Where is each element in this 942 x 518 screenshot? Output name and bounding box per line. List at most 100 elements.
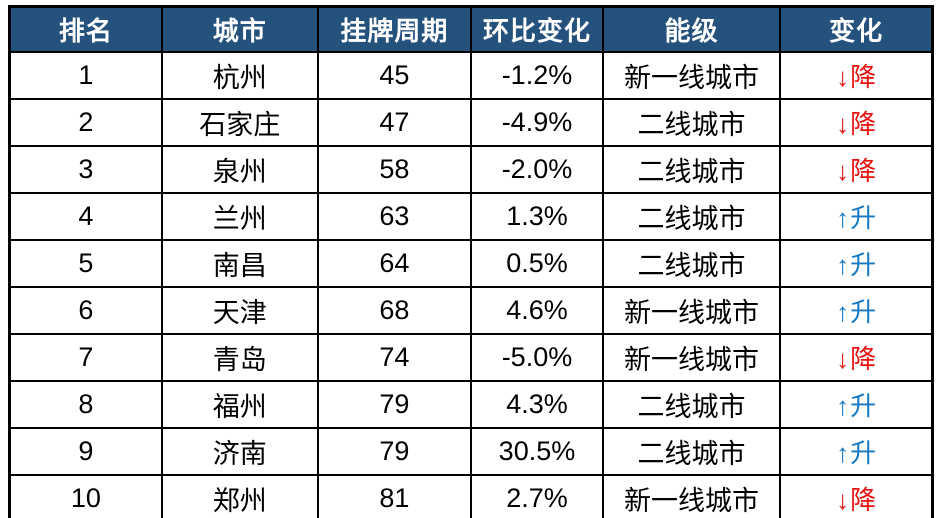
cell-change: ↑升: [779, 239, 934, 288]
cell-mom-change: -4.9%: [469, 98, 604, 147]
table-row: 7 青岛 74 -5.0% 新一线城市 ↓降: [8, 333, 934, 382]
cell-listing-period: 74: [316, 333, 472, 382]
cell-tier: 二线城市: [601, 380, 782, 429]
table-row: 4 兰州 63 1.3% 二线城市 ↑升: [8, 192, 934, 241]
cell-listing-period: 68: [316, 286, 472, 335]
cell-change: ↑升: [779, 192, 934, 241]
cell-tier: 新一线城市: [601, 333, 782, 382]
cell-change: ↓降: [779, 333, 934, 382]
change-label: 升: [850, 203, 877, 233]
cell-change: ↓降: [779, 474, 934, 518]
table-row: 1 杭州 45 -1.2% 新一线城市 ↓降: [8, 51, 934, 100]
table-row: 10 郑州 81 2.7% 新一线城市 ↓降: [8, 474, 934, 518]
cell-city: 兰州: [160, 192, 319, 241]
change-label: 降: [850, 62, 877, 92]
cell-change: ↓降: [779, 98, 934, 147]
header-cell-listing-period: 挂牌周期: [316, 5, 472, 53]
cell-rank: 8: [8, 380, 163, 429]
header-cell-change: 变化: [779, 5, 934, 53]
table-row: 6 天津 68 4.6% 新一线城市 ↑升: [8, 286, 934, 335]
cell-rank: 2: [8, 98, 163, 147]
table-row: 9 济南 79 30.5% 二线城市 ↑升: [8, 427, 934, 476]
cell-tier: 二线城市: [601, 145, 782, 194]
cell-mom-change: 2.7%: [469, 474, 604, 518]
cell-mom-change: 0.5%: [469, 239, 604, 288]
cell-listing-period: 47: [316, 98, 472, 147]
arrow-up-icon: ↑: [836, 438, 850, 468]
cell-rank: 7: [8, 333, 163, 382]
cell-listing-period: 45: [316, 51, 472, 100]
cell-city: 济南: [160, 427, 319, 476]
arrow-up-icon: ↑: [836, 203, 850, 233]
cell-city: 泉州: [160, 145, 319, 194]
cell-tier: 二线城市: [601, 98, 782, 147]
cell-listing-period: 81: [316, 474, 472, 518]
cell-rank: 5: [8, 239, 163, 288]
cell-city: 郑州: [160, 474, 319, 518]
cell-city: 南昌: [160, 239, 319, 288]
header-cell-tier: 能级: [601, 5, 782, 53]
arrow-down-icon: ↓: [836, 109, 850, 139]
cell-city: 福州: [160, 380, 319, 429]
arrow-up-icon: ↑: [836, 297, 850, 327]
cell-mom-change: 1.3%: [469, 192, 604, 241]
cell-tier: 二线城市: [601, 427, 782, 476]
arrow-up-icon: ↑: [836, 250, 850, 280]
table-row: 8 福州 79 4.3% 二线城市 ↑升: [8, 380, 934, 429]
header-cell-mom-change: 环比变化: [469, 5, 604, 53]
arrow-down-icon: ↓: [836, 156, 850, 186]
cell-rank: 1: [8, 51, 163, 100]
cell-rank: 6: [8, 286, 163, 335]
cell-mom-change: 4.6%: [469, 286, 604, 335]
cell-tier: 二线城市: [601, 239, 782, 288]
cell-change: ↑升: [779, 286, 934, 335]
cell-city: 青岛: [160, 333, 319, 382]
cell-tier: 二线城市: [601, 192, 782, 241]
cell-change: ↑升: [779, 427, 934, 476]
cell-rank: 3: [8, 145, 163, 194]
cell-mom-change: -5.0%: [469, 333, 604, 382]
table-row: 3 泉州 58 -2.0% 二线城市 ↓降: [8, 145, 934, 194]
cell-city: 杭州: [160, 51, 319, 100]
cell-rank: 10: [8, 474, 163, 518]
cell-mom-change: -2.0%: [469, 145, 604, 194]
arrow-down-icon: ↓: [836, 485, 850, 515]
table-body: 1 杭州 45 -1.2% 新一线城市 ↓降 2 石家庄 47 -4.9% 二线城市 ↓降 3 泉州 58-…: [8, 51, 934, 518]
cell-listing-period: 79: [316, 427, 472, 476]
cell-change: ↓降: [779, 145, 934, 194]
cell-mom-change: -1.2%: [469, 51, 604, 100]
table-row: 2 石家庄 47 -4.9% 二线城市 ↓降: [8, 98, 934, 147]
change-label: 升: [850, 297, 877, 327]
change-label: 降: [850, 485, 877, 515]
cell-tier: 新一线城市: [601, 286, 782, 335]
cell-listing-period: 58: [316, 145, 472, 194]
cell-listing-period: 64: [316, 239, 472, 288]
city-listing-cycle-table: 排名 城市 挂牌周期 环比变化 能级 变化 1 杭州 45 -1.2% 新一线城市 ↓降 2…: [8, 5, 934, 518]
header-cell-city: 城市: [160, 5, 319, 53]
change-label: 升: [850, 391, 877, 421]
cell-change: ↓降: [779, 51, 934, 100]
change-label: 降: [850, 156, 877, 186]
cell-tier: 新一线城市: [601, 51, 782, 100]
arrow-up-icon: ↑: [836, 391, 850, 421]
cell-city: 石家庄: [160, 98, 319, 147]
cell-change: ↑升: [779, 380, 934, 429]
table-row: 5 南昌 64 0.5% 二线城市 ↑升: [8, 239, 934, 288]
cell-mom-change: 30.5%: [469, 427, 604, 476]
cell-rank: 9: [8, 427, 163, 476]
change-label: 降: [850, 109, 877, 139]
cell-city: 天津: [160, 286, 319, 335]
change-label: 降: [850, 344, 877, 374]
cell-listing-period: 79: [316, 380, 472, 429]
arrow-down-icon: ↓: [836, 344, 850, 374]
change-label: 升: [850, 438, 877, 468]
header-cell-rank: 排名: [8, 5, 163, 53]
change-label: 升: [850, 250, 877, 280]
cell-listing-period: 63: [316, 192, 472, 241]
header-row: 排名 城市 挂牌周期 环比变化 能级 变化: [8, 5, 934, 53]
arrow-down-icon: ↓: [836, 62, 850, 92]
cell-mom-change: 4.3%: [469, 380, 604, 429]
cell-tier: 新一线城市: [601, 474, 782, 518]
cell-rank: 4: [8, 192, 163, 241]
